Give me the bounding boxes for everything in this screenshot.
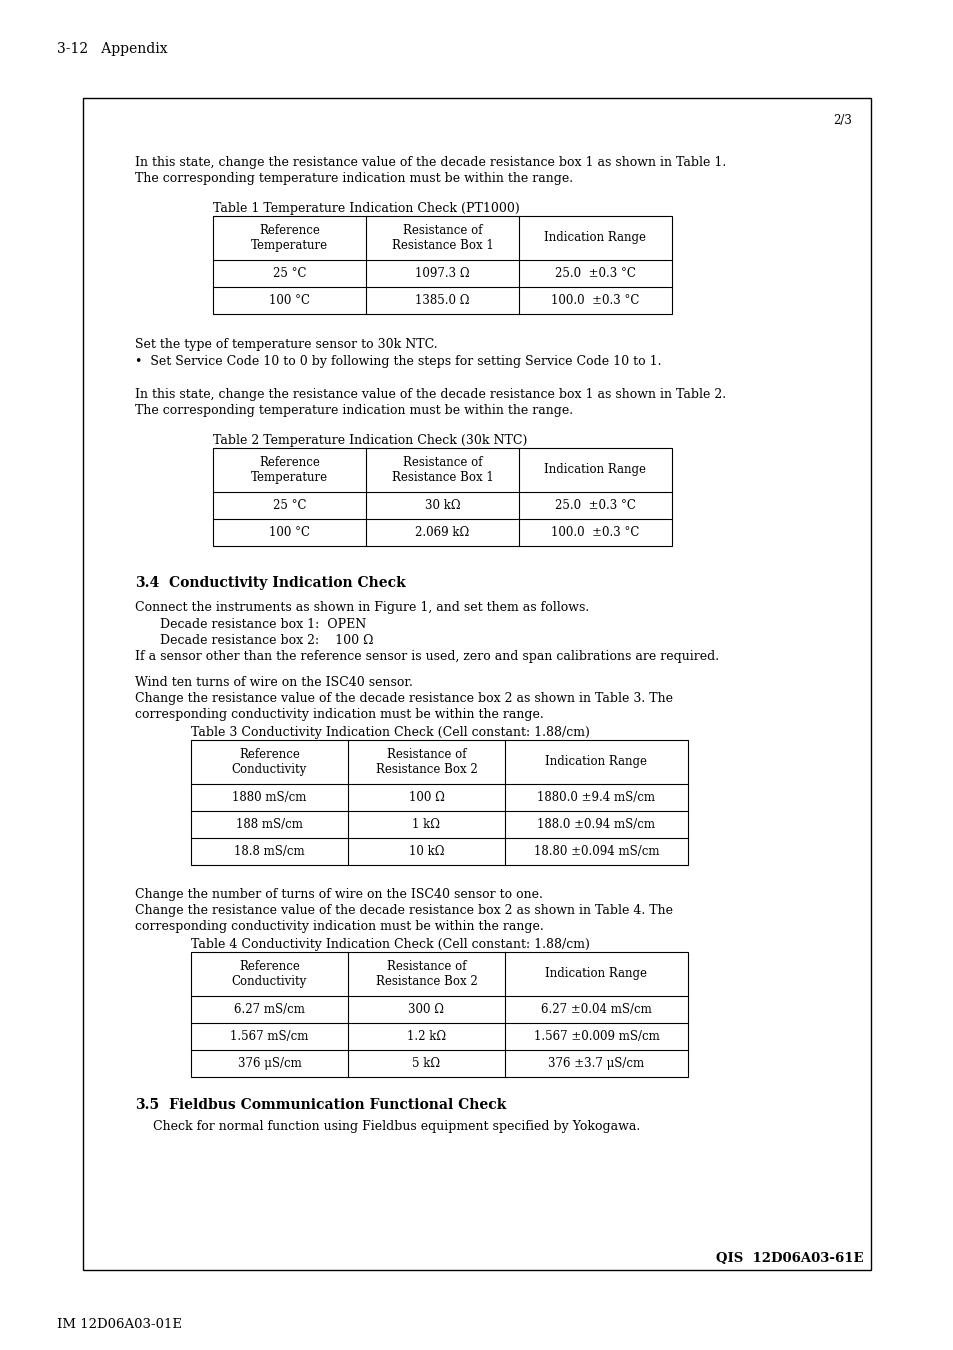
Text: 6.27 mS/cm: 6.27 mS/cm [233, 1003, 305, 1017]
Text: The corresponding temperature indication must be within the range.: The corresponding temperature indication… [135, 404, 573, 417]
Text: Conductivity Indication Check: Conductivity Indication Check [169, 576, 405, 590]
Text: Reference
Temperature: Reference Temperature [251, 456, 328, 485]
Text: Table 4 Conductivity Indication Check (Cell constant: 1.88/cm): Table 4 Conductivity Indication Check (C… [191, 938, 589, 950]
Bar [191, 740, 687, 865]
Text: Table 3 Conductivity Indication Check (Cell constant: 1.88/cm): Table 3 Conductivity Indication Check (C… [191, 726, 589, 738]
Text: 2/3: 2/3 [832, 113, 851, 127]
Text: 376 ±3.7 μS/cm: 376 ±3.7 μS/cm [548, 1057, 644, 1071]
Text: 100.0  ±0.3 °C: 100.0 ±0.3 °C [551, 526, 639, 539]
Text: corresponding conductivity indication must be within the range.: corresponding conductivity indication mu… [135, 919, 543, 933]
Text: Resistance of
Resistance Box 1: Resistance of Resistance Box 1 [392, 224, 493, 252]
Text: QIS  12D06A03-61E: QIS 12D06A03-61E [716, 1251, 862, 1265]
Text: corresponding conductivity indication must be within the range.: corresponding conductivity indication mu… [135, 707, 543, 721]
Bar [213, 216, 671, 315]
Text: If a sensor other than the reference sensor is used, zero and span calibrations : If a sensor other than the reference sen… [135, 649, 719, 663]
Text: 25.0  ±0.3 °C: 25.0 ±0.3 °C [555, 500, 636, 512]
Text: 100.0  ±0.3 °C: 100.0 ±0.3 °C [551, 294, 639, 306]
Text: 6.27 ±0.04 mS/cm: 6.27 ±0.04 mS/cm [540, 1003, 651, 1017]
Bar [83, 99, 870, 1270]
Text: 3.5: 3.5 [135, 1098, 159, 1112]
Bar [213, 448, 671, 545]
Text: Reference
Conductivity: Reference Conductivity [232, 960, 307, 988]
Text: IM 12D06A03-01E: IM 12D06A03-01E [57, 1318, 182, 1331]
Text: Decade resistance box 2:    100 Ω: Decade resistance box 2: 100 Ω [160, 634, 374, 647]
Text: Wind ten turns of wire on the ISC40 sensor.: Wind ten turns of wire on the ISC40 sens… [135, 676, 413, 688]
Text: 3.4: 3.4 [135, 576, 159, 590]
Text: Fieldbus Communication Functional Check: Fieldbus Communication Functional Check [169, 1098, 506, 1112]
Text: Reference
Conductivity: Reference Conductivity [232, 748, 307, 776]
Text: 10 kΩ: 10 kΩ [408, 845, 444, 859]
Text: Decade resistance box 1:  OPEN: Decade resistance box 1: OPEN [160, 618, 366, 630]
Text: 25 °C: 25 °C [273, 267, 306, 279]
Text: Change the resistance value of the decade resistance box 2 as shown in Table 3. : Change the resistance value of the decad… [135, 693, 672, 705]
Text: Change the number of turns of wire on the ISC40 sensor to one.: Change the number of turns of wire on th… [135, 888, 542, 900]
Text: 18.8 mS/cm: 18.8 mS/cm [233, 845, 305, 859]
Text: Set the type of temperature sensor to 30k NTC.: Set the type of temperature sensor to 30… [135, 338, 437, 351]
Text: 1385.0 Ω: 1385.0 Ω [415, 294, 469, 306]
Text: Indication Range: Indication Range [545, 968, 647, 980]
Text: 30 kΩ: 30 kΩ [424, 500, 460, 512]
Text: 300 Ω: 300 Ω [408, 1003, 444, 1017]
Text: 100 Ω: 100 Ω [408, 791, 444, 805]
Text: 188.0 ±0.94 mS/cm: 188.0 ±0.94 mS/cm [537, 818, 655, 832]
Text: Resistance of
Resistance Box 1: Resistance of Resistance Box 1 [392, 456, 493, 485]
Text: 1097.3 Ω: 1097.3 Ω [415, 267, 469, 279]
Text: •  Set Service Code 10 to 0 by following the steps for setting Service Code 10 t: • Set Service Code 10 to 0 by following … [135, 355, 660, 369]
Text: Indication Range: Indication Range [545, 756, 647, 768]
Text: Change the resistance value of the decade resistance box 2 as shown in Table 4. : Change the resistance value of the decad… [135, 904, 672, 917]
Text: 25 °C: 25 °C [273, 500, 306, 512]
Text: Table 1 Temperature Indication Check (PT1000): Table 1 Temperature Indication Check (PT… [213, 202, 519, 215]
Text: Indication Range: Indication Range [544, 463, 646, 477]
Text: Table 2 Temperature Indication Check (30k NTC): Table 2 Temperature Indication Check (30… [213, 433, 527, 447]
Text: Connect the instruments as shown in Figure 1, and set them as follows.: Connect the instruments as shown in Figu… [135, 601, 589, 614]
Text: Resistance of
Resistance Box 2: Resistance of Resistance Box 2 [375, 960, 476, 988]
Text: 1880.0 ±9.4 mS/cm: 1880.0 ±9.4 mS/cm [537, 791, 655, 805]
Text: In this state, change the resistance value of the decade resistance box 1 as sho: In this state, change the resistance val… [135, 387, 725, 401]
Text: 188 mS/cm: 188 mS/cm [235, 818, 303, 832]
Text: 5 kΩ: 5 kΩ [412, 1057, 440, 1071]
Text: 25.0  ±0.3 °C: 25.0 ±0.3 °C [555, 267, 636, 279]
Text: 18.80 ±0.094 mS/cm: 18.80 ±0.094 mS/cm [533, 845, 659, 859]
Text: 1880 mS/cm: 1880 mS/cm [233, 791, 306, 805]
Text: Check for normal function using Fieldbus equipment specified by Yokogawa.: Check for normal function using Fieldbus… [152, 1120, 639, 1133]
Text: Indication Range: Indication Range [544, 231, 646, 244]
Text: 100 °C: 100 °C [269, 526, 310, 539]
Text: 3-12   Appendix: 3-12 Appendix [57, 42, 168, 55]
Text: 100 °C: 100 °C [269, 294, 310, 306]
Text: 1.567 mS/cm: 1.567 mS/cm [230, 1030, 309, 1044]
Text: The corresponding temperature indication must be within the range.: The corresponding temperature indication… [135, 171, 573, 185]
Text: 2.069 kΩ: 2.069 kΩ [415, 526, 469, 539]
Text: Resistance of
Resistance Box 2: Resistance of Resistance Box 2 [375, 748, 476, 776]
Text: 1.567 ±0.009 mS/cm: 1.567 ±0.009 mS/cm [533, 1030, 659, 1044]
Bar [191, 952, 687, 1077]
Text: 1 kΩ: 1 kΩ [412, 818, 440, 832]
Text: 1.2 kΩ: 1.2 kΩ [407, 1030, 446, 1044]
Text: Reference
Temperature: Reference Temperature [251, 224, 328, 252]
Text: In this state, change the resistance value of the decade resistance box 1 as sho: In this state, change the resistance val… [135, 157, 725, 169]
Text: 376 μS/cm: 376 μS/cm [237, 1057, 301, 1071]
